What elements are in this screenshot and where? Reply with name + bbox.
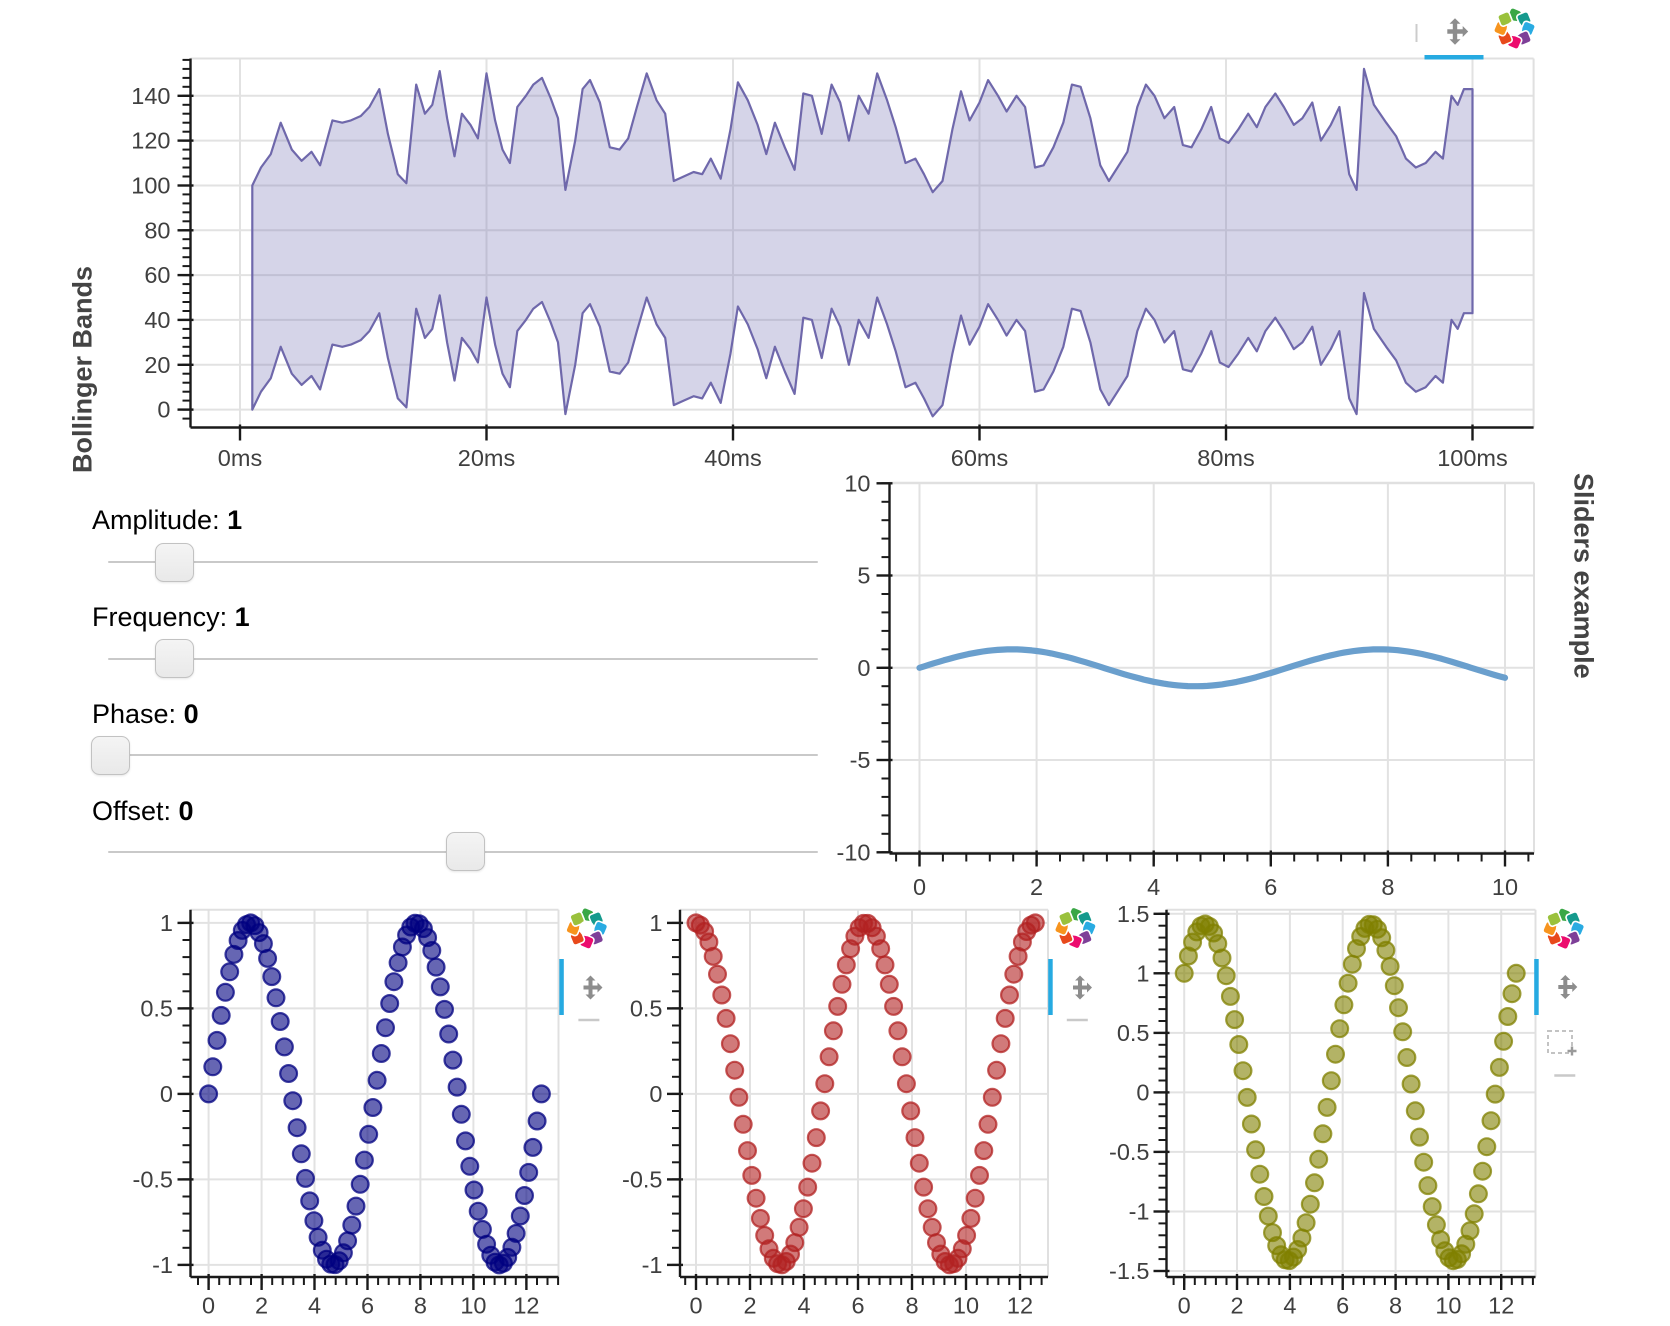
svg-text:8: 8 <box>905 1293 918 1319</box>
svg-text:80ms: 80ms <box>1197 445 1254 471</box>
svg-text:0ms: 0ms <box>218 445 262 471</box>
svg-text:-1.5: -1.5 <box>1109 1258 1150 1284</box>
svg-text:6: 6 <box>851 1293 864 1319</box>
svg-text:4: 4 <box>797 1293 810 1319</box>
svg-text:8: 8 <box>414 1293 427 1319</box>
svg-text:-5: -5 <box>850 747 871 773</box>
svg-text:10: 10 <box>1492 874 1518 900</box>
svg-text:1: 1 <box>649 910 662 936</box>
svg-text:2: 2 <box>743 1293 756 1319</box>
svg-text:0: 0 <box>202 1293 215 1319</box>
svg-text:10: 10 <box>844 470 870 496</box>
svg-text:20: 20 <box>144 352 170 378</box>
svg-text:10: 10 <box>1435 1293 1461 1319</box>
svg-text:120: 120 <box>131 128 170 154</box>
svg-text:-1: -1 <box>152 1252 173 1278</box>
svg-text:2: 2 <box>1030 874 1043 900</box>
svg-text:6: 6 <box>361 1293 374 1319</box>
svg-text:-10: -10 <box>837 839 871 865</box>
svg-text:10: 10 <box>460 1293 486 1319</box>
svg-text:40ms: 40ms <box>704 445 761 471</box>
svg-text:4: 4 <box>308 1293 321 1319</box>
svg-text:Bollinger Bands: Bollinger Bands <box>68 266 98 473</box>
svg-text:1: 1 <box>160 910 173 936</box>
svg-text:8: 8 <box>1389 1293 1402 1319</box>
svg-text:8: 8 <box>1381 874 1394 900</box>
svg-text:140: 140 <box>131 83 170 109</box>
svg-text:2: 2 <box>1230 1293 1243 1319</box>
svg-text:0: 0 <box>160 1081 173 1107</box>
svg-text:0: 0 <box>1136 1079 1149 1105</box>
svg-text:-0.5: -0.5 <box>133 1166 174 1192</box>
svg-text:0: 0 <box>913 874 926 900</box>
svg-text:0: 0 <box>689 1293 702 1319</box>
svg-text:60: 60 <box>144 262 170 288</box>
svg-text:80: 80 <box>144 217 170 243</box>
svg-text:-1: -1 <box>1129 1199 1150 1225</box>
svg-text:6: 6 <box>1264 874 1277 900</box>
svg-text:0: 0 <box>649 1081 662 1107</box>
svg-text:4: 4 <box>1147 874 1160 900</box>
svg-text:0: 0 <box>857 655 870 681</box>
svg-text:12: 12 <box>1007 1293 1033 1319</box>
svg-text:2: 2 <box>255 1293 268 1319</box>
svg-text:4: 4 <box>1283 1293 1296 1319</box>
svg-text:-0.5: -0.5 <box>1109 1139 1150 1165</box>
svg-text:10: 10 <box>953 1293 979 1319</box>
svg-text:5: 5 <box>857 563 870 589</box>
svg-text:0.5: 0.5 <box>630 995 663 1021</box>
svg-text:0.5: 0.5 <box>1117 1020 1150 1046</box>
svg-text:100: 100 <box>131 173 170 199</box>
svg-text:40: 40 <box>144 307 170 333</box>
svg-text:-1: -1 <box>642 1252 663 1278</box>
svg-text:1.5: 1.5 <box>1117 901 1150 927</box>
svg-text:-0.5: -0.5 <box>622 1166 663 1192</box>
svg-text:100ms: 100ms <box>1437 445 1508 471</box>
svg-text:20ms: 20ms <box>458 445 515 471</box>
svg-text:Sliders example: Sliders example <box>1569 473 1599 679</box>
svg-text:0: 0 <box>157 397 170 423</box>
svg-text:0: 0 <box>1178 1293 1191 1319</box>
svg-text:12: 12 <box>513 1293 539 1319</box>
svg-text:6: 6 <box>1336 1293 1349 1319</box>
svg-text:0.5: 0.5 <box>140 995 173 1021</box>
svg-text:60ms: 60ms <box>951 445 1008 471</box>
svg-text:12: 12 <box>1488 1293 1514 1319</box>
svg-text:1: 1 <box>1136 960 1149 986</box>
